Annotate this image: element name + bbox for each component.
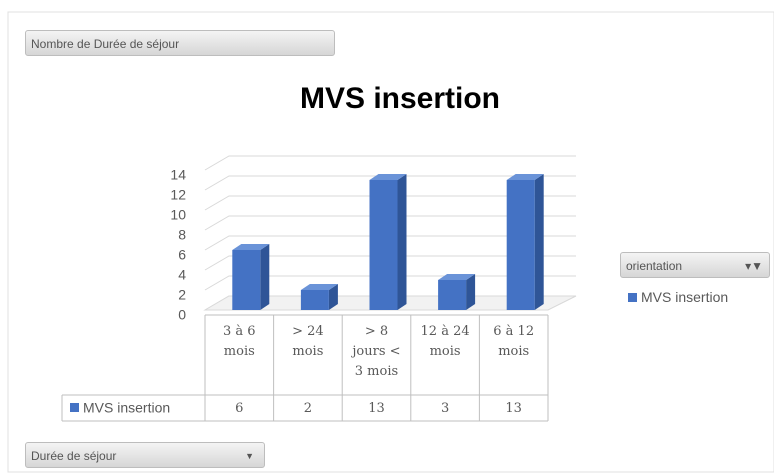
legend-field-label: orientation	[626, 259, 683, 273]
legend-label: MVS insertion	[641, 289, 729, 305]
bar	[506, 180, 535, 310]
x-tick-label: 6 à 12 mois	[493, 324, 535, 359]
bar-side	[534, 174, 544, 310]
legend-field-button[interactable]: orientation ▾▼	[620, 252, 770, 278]
bar-side	[466, 274, 476, 310]
x-tick-label: 12 à 24 mois	[420, 324, 470, 359]
bar-side	[397, 174, 407, 310]
filter-icon: ▾▼	[745, 259, 763, 273]
grid-line	[204, 155, 576, 171]
y-tick-label: 14	[170, 167, 186, 183]
table-value: 13	[368, 401, 385, 416]
value-field-button[interactable]: Nombre de Durée de séjour	[25, 30, 335, 56]
table-series-label: MVS insertion	[83, 400, 170, 416]
y-tick-label: 6	[178, 247, 186, 263]
y-tick-label: 10	[170, 207, 186, 223]
table-value: 2	[303, 401, 313, 416]
table-legend-key	[70, 403, 79, 412]
bar-side	[328, 284, 338, 310]
grid-line	[204, 175, 576, 191]
grid-line	[204, 255, 576, 271]
bar	[438, 280, 467, 310]
bar-top	[369, 174, 407, 180]
table-value: 13	[505, 401, 522, 416]
dropdown-icon: ▼	[245, 451, 254, 461]
bar-top	[232, 244, 270, 250]
x-tick-label: > 24 mois	[292, 324, 324, 359]
bar-top	[438, 274, 476, 280]
axis-field-button[interactable]: Durée de séjour ▼	[25, 442, 265, 468]
bar	[369, 180, 398, 310]
table-value: 6	[235, 401, 244, 416]
bar	[300, 290, 329, 310]
axis-field-label: Durée de séjour	[31, 449, 117, 463]
grid-line	[204, 195, 576, 211]
legend-entry: MVS insertion	[628, 289, 728, 305]
grid-line	[204, 235, 576, 251]
y-tick-label: 4	[178, 267, 186, 283]
bar-side	[260, 244, 270, 310]
bar-top	[300, 284, 338, 290]
bar-top	[506, 174, 544, 180]
y-tick-label: 2	[178, 287, 186, 303]
table-value: 3	[440, 401, 450, 416]
y-tick-label: 12	[170, 187, 186, 203]
grid-line	[204, 215, 576, 231]
x-tick-label: > 8 jours < 3 mois	[352, 324, 401, 379]
legend-key	[628, 293, 637, 302]
x-tick-label: 3 à 6 mois	[223, 324, 256, 359]
y-tick-label: 8	[178, 227, 186, 243]
bar	[232, 250, 261, 310]
y-tick-label: 0	[178, 307, 186, 323]
chart-title: MVS insertion	[300, 82, 500, 115]
